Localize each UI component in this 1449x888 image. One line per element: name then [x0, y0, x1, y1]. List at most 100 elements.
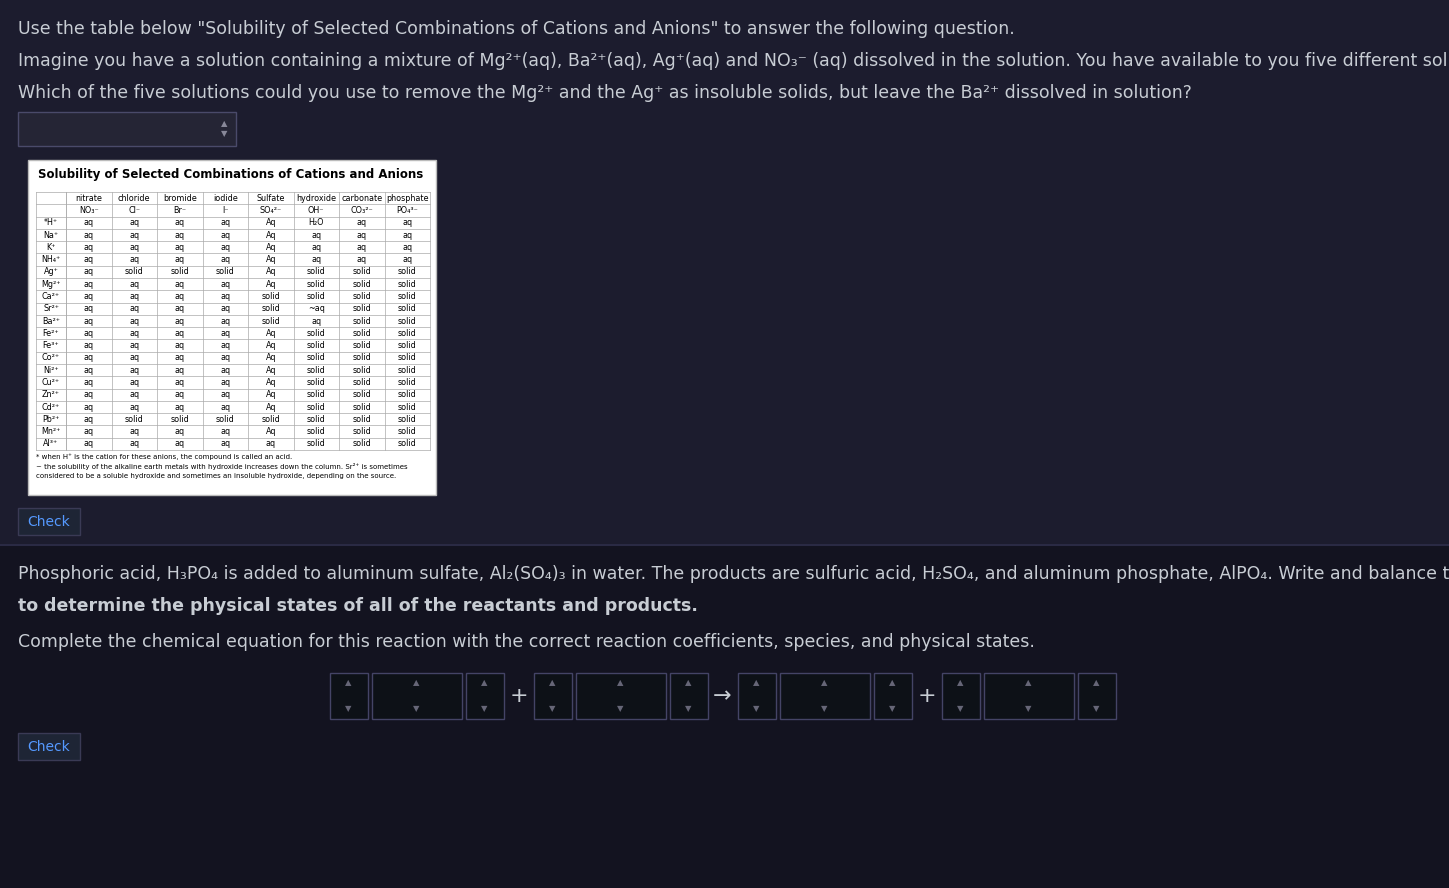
Text: Which of the five solutions could you use to remove the Mg²⁺ and the Ag⁺ as inso: Which of the five solutions could you us… — [17, 84, 1193, 102]
Bar — [533, 673, 571, 719]
Text: aq: aq — [220, 218, 230, 227]
Text: aq: aq — [129, 316, 139, 326]
Text: Sr²⁺: Sr²⁺ — [43, 305, 59, 313]
Text: aq: aq — [265, 440, 275, 448]
Text: aq: aq — [312, 316, 322, 326]
Text: Aq: Aq — [265, 255, 275, 264]
Text: aq: aq — [403, 218, 413, 227]
Text: aq: aq — [129, 378, 139, 387]
Text: NH₄⁺: NH₄⁺ — [42, 255, 61, 264]
Text: solid: solid — [398, 341, 417, 350]
Text: aq: aq — [129, 440, 139, 448]
Text: solid: solid — [307, 341, 326, 350]
Text: * when H⁺ is the cation for these anions, the compound is called an acid.: * when H⁺ is the cation for these anions… — [36, 453, 293, 460]
Text: solid: solid — [398, 292, 417, 301]
Text: Check: Check — [28, 514, 71, 528]
Text: aq: aq — [175, 255, 185, 264]
Text: bromide: bromide — [162, 194, 197, 202]
Text: solid: solid — [352, 378, 371, 387]
Text: Aq: Aq — [265, 378, 275, 387]
Text: Complete the chemical equation for this reaction with the correct reaction coeff: Complete the chemical equation for this … — [17, 633, 1035, 651]
Bar — [17, 508, 80, 535]
Text: solid: solid — [307, 267, 326, 276]
Bar — [0, 545, 1449, 888]
Text: *H⁺: *H⁺ — [43, 218, 58, 227]
Text: K⁺: K⁺ — [46, 242, 55, 252]
Text: solid: solid — [352, 341, 371, 350]
Text: aq: aq — [220, 231, 230, 240]
Text: Na⁺: Na⁺ — [43, 231, 58, 240]
Text: solid: solid — [307, 353, 326, 362]
Text: Aq: Aq — [265, 280, 275, 289]
Text: aq: aq — [84, 231, 94, 240]
Bar — [780, 673, 869, 719]
Text: ▼: ▼ — [345, 704, 352, 713]
Text: Cl⁻: Cl⁻ — [128, 206, 141, 215]
Text: ▲: ▲ — [345, 678, 352, 687]
Text: aq: aq — [403, 242, 413, 252]
Text: Aq: Aq — [265, 231, 275, 240]
Bar — [669, 673, 707, 719]
Text: aq: aq — [175, 231, 185, 240]
Bar — [1078, 673, 1116, 719]
Text: Fe³⁺: Fe³⁺ — [42, 341, 59, 350]
Text: Aq: Aq — [265, 353, 275, 362]
Text: aq: aq — [84, 353, 94, 362]
Text: ▼: ▼ — [220, 130, 227, 139]
Text: →: → — [713, 686, 732, 706]
Text: aq: aq — [175, 353, 185, 362]
Bar — [371, 673, 461, 719]
Text: solid: solid — [398, 329, 417, 337]
Text: aq: aq — [220, 378, 230, 387]
Text: solid: solid — [398, 390, 417, 400]
Text: aq: aq — [84, 402, 94, 411]
Text: PO₄³⁻: PO₄³⁻ — [397, 206, 419, 215]
Text: carbonate: carbonate — [341, 194, 383, 202]
Text: aq: aq — [220, 329, 230, 337]
Text: ▲: ▲ — [481, 678, 488, 687]
Text: ▼: ▼ — [753, 704, 759, 713]
Text: aq: aq — [175, 292, 185, 301]
Text: Aq: Aq — [265, 427, 275, 436]
Text: Check: Check — [28, 740, 71, 754]
Text: aq: aq — [220, 366, 230, 375]
Text: Ag⁺: Ag⁺ — [43, 267, 58, 276]
Text: solid: solid — [307, 427, 326, 436]
Text: aq: aq — [220, 353, 230, 362]
Text: solid: solid — [398, 267, 417, 276]
Text: solid: solid — [307, 329, 326, 337]
Text: solid: solid — [398, 366, 417, 375]
Text: Mn²⁺: Mn²⁺ — [42, 427, 61, 436]
Text: Aq: Aq — [265, 267, 275, 276]
Text: aq: aq — [220, 341, 230, 350]
Text: ▲: ▲ — [958, 678, 964, 687]
Text: solid: solid — [398, 402, 417, 411]
Text: ▼: ▼ — [958, 704, 964, 713]
Text: solid: solid — [352, 427, 371, 436]
Text: solid: solid — [307, 390, 326, 400]
Text: ▲: ▲ — [220, 120, 227, 129]
Text: aq: aq — [175, 402, 185, 411]
Text: solid: solid — [352, 390, 371, 400]
Text: solid: solid — [398, 316, 417, 326]
Text: solid: solid — [261, 316, 280, 326]
Text: ▼: ▼ — [822, 704, 827, 713]
Text: aq: aq — [84, 378, 94, 387]
Text: Ba²⁺: Ba²⁺ — [42, 316, 59, 326]
Text: aq: aq — [356, 242, 367, 252]
Text: aq: aq — [356, 231, 367, 240]
Text: Sulfate: Sulfate — [256, 194, 285, 202]
Text: ▲: ▲ — [753, 678, 759, 687]
Bar — [28, 160, 436, 495]
Text: aq: aq — [175, 280, 185, 289]
Text: solid: solid — [352, 267, 371, 276]
Text: +: + — [509, 686, 527, 706]
Text: solid: solid — [171, 267, 190, 276]
Text: solid: solid — [307, 378, 326, 387]
Text: I⁻: I⁻ — [222, 206, 229, 215]
Text: Zn²⁺: Zn²⁺ — [42, 390, 59, 400]
Text: Solubility of Selected Combinations of Cations and Anions: Solubility of Selected Combinations of C… — [38, 168, 423, 181]
Text: solid: solid — [307, 280, 326, 289]
Text: aq: aq — [312, 255, 322, 264]
Text: aq: aq — [84, 329, 94, 337]
